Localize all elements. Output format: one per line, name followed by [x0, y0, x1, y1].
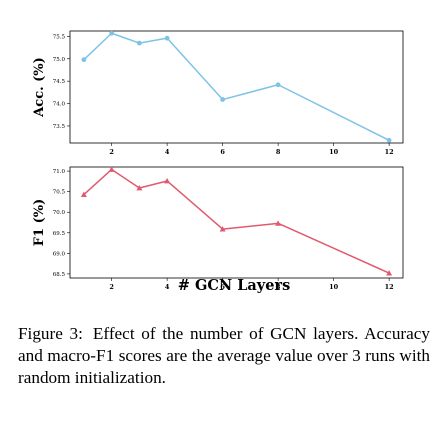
x-tick-label: 2 — [109, 283, 114, 291]
data-point — [164, 177, 171, 184]
data-point — [108, 166, 115, 172]
y-axis-label: F1 (%) — [32, 199, 47, 246]
gcn-layers-figure: 73.5 74.0 74.5 75.0 75.5 2 4 6 8 10 12 Acc. (%) 68.… — [32, 30, 404, 294]
series-line — [83, 32, 390, 141]
y-tick-label: 70.5 — [53, 190, 66, 196]
y-tick-label: 73.5 — [53, 124, 66, 130]
data-point — [275, 82, 281, 88]
x-tick-label: 4 — [165, 283, 170, 291]
x-tick-label: 10 — [329, 148, 339, 156]
data-point — [136, 40, 142, 46]
data-point — [80, 191, 87, 197]
y-tick-label: 69.5 — [53, 231, 66, 237]
x-tick-label: 6 — [220, 148, 225, 156]
series-line — [83, 168, 390, 274]
y-tick-label: 75.0 — [53, 57, 66, 63]
x-tick-label: 6 — [220, 283, 225, 291]
plot-frame — [69, 166, 404, 279]
y-tick-label: 70.0 — [53, 210, 66, 216]
x-tick-label: 12 — [385, 283, 394, 291]
data-point — [81, 57, 87, 63]
y-tick-label: 74.0 — [53, 102, 66, 108]
accuracy-panel: 73.5 74.0 74.5 75.0 75.5 2 4 6 8 10 12 Acc. (%) — [32, 30, 404, 156]
y-tick-label: 75.5 — [53, 34, 66, 40]
f1-panel: 68.5 69.0 69.5 70.0 70.5 71.0 2 4 6 8 10 12 F1 (%) — [32, 166, 404, 291]
data-point — [109, 30, 115, 36]
y-tick-label: 68.5 — [53, 272, 66, 278]
x-tick-label: 2 — [109, 148, 114, 156]
figure-caption: Figure 3: Effect of the number of GCN lay… — [18, 323, 430, 389]
data-point — [164, 35, 170, 41]
x-tick-label: 10 — [329, 283, 339, 291]
data-point — [136, 184, 143, 191]
caption-text: Effect of the number of GCN layers. Accu… — [18, 324, 430, 387]
data-point — [219, 226, 226, 232]
y-tick-label: 74.5 — [53, 79, 66, 85]
x-axis-label: # GCN Layers — [178, 277, 290, 294]
y-axis-label: Acc. (%) — [32, 57, 47, 118]
data-point — [386, 137, 392, 143]
plot-frame — [69, 30, 404, 144]
x-tick-label: 8 — [276, 148, 281, 156]
data-point — [386, 270, 393, 276]
x-tick-label: 8 — [276, 283, 281, 291]
x-tick-label: 12 — [385, 148, 394, 156]
x-tick-label: 4 — [165, 148, 170, 156]
y-tick-label: 71.0 — [53, 169, 66, 175]
data-point — [275, 220, 282, 226]
caption-label: Figure 3: — [18, 324, 83, 343]
data-point — [220, 97, 226, 102]
y-tick-label: 69.0 — [53, 251, 66, 257]
